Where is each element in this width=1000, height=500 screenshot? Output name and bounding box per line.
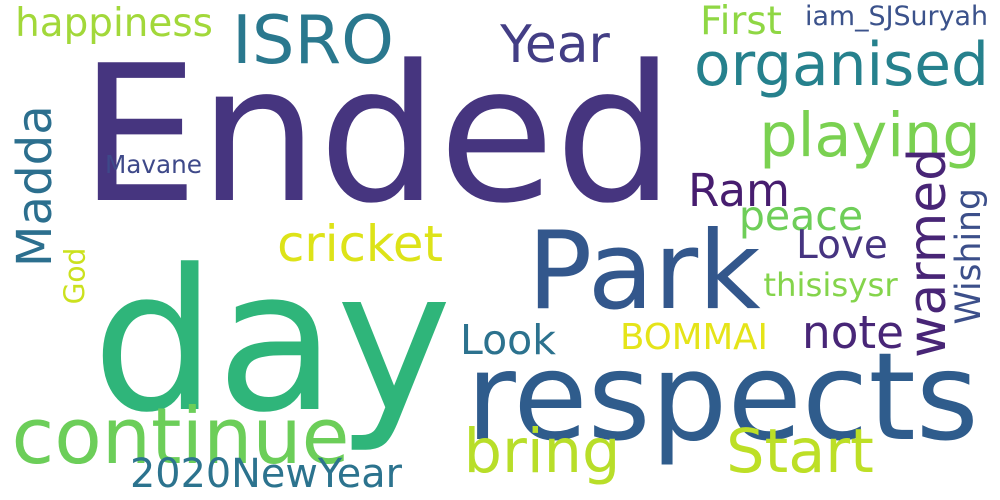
word-look: Look bbox=[460, 315, 556, 364]
word-note: note bbox=[802, 306, 904, 360]
word-mavane: Mavane bbox=[105, 149, 202, 179]
word-warmed: warmed bbox=[898, 148, 959, 358]
word-bring: bring bbox=[463, 416, 621, 487]
word-continue: continue bbox=[11, 392, 350, 483]
word-ram: Ram bbox=[688, 164, 790, 218]
word-wishing: Wishing bbox=[948, 187, 989, 325]
word-respects: respects bbox=[466, 326, 979, 468]
word-isro: ISRO bbox=[232, 0, 394, 79]
word-god: God bbox=[57, 247, 91, 305]
word-peace: peace bbox=[738, 192, 864, 241]
word-year: Year bbox=[500, 15, 610, 76]
word-day: day bbox=[92, 228, 452, 457]
word-first: First bbox=[700, 0, 782, 44]
word-happiness: happiness bbox=[15, 0, 213, 46]
word-iam-sjsuryah: iam_SJSuryah bbox=[805, 0, 988, 32]
word-ended: Ended bbox=[79, 25, 675, 245]
word-bommai: BOMMAI bbox=[620, 317, 768, 359]
word-park: Park bbox=[527, 209, 761, 334]
word-2020newyear: 2020NewYear bbox=[130, 451, 402, 498]
word-love: Love bbox=[796, 222, 888, 268]
word-playing: playing bbox=[759, 100, 981, 171]
word-organised: organised bbox=[694, 31, 989, 101]
word-thisisysr: thisisysr bbox=[763, 265, 898, 304]
word-cricket: cricket bbox=[277, 215, 443, 274]
word-start: Start bbox=[726, 416, 874, 487]
word-madda: Madda bbox=[6, 105, 63, 267]
